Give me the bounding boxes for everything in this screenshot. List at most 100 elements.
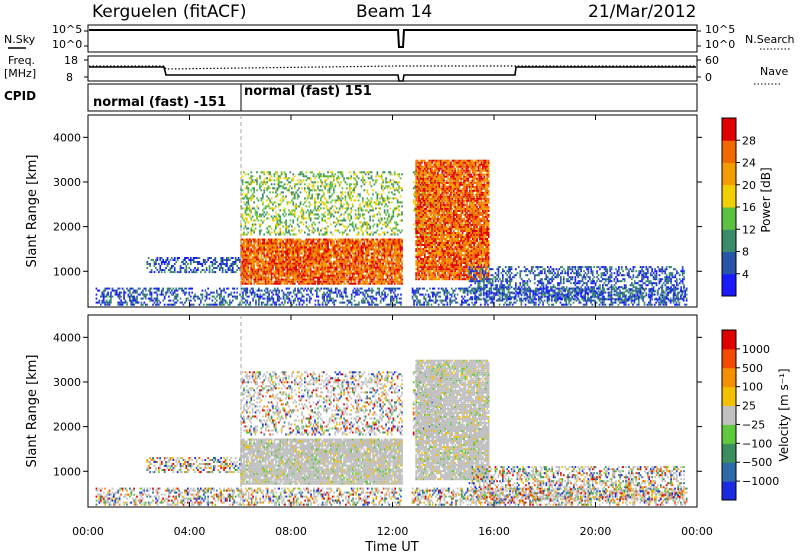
range-cell xyxy=(309,171,312,174)
range-cell xyxy=(321,268,324,271)
range-cell xyxy=(328,207,331,210)
range-cell xyxy=(254,219,257,222)
range-cell xyxy=(361,287,363,290)
range-cell xyxy=(353,274,355,277)
range-cell xyxy=(260,280,263,283)
range-cell xyxy=(280,238,283,241)
range-cell xyxy=(129,291,131,294)
range-cell xyxy=(273,207,276,210)
range-cell xyxy=(295,233,297,236)
range-cell xyxy=(302,250,305,253)
range-cell xyxy=(353,264,355,267)
range-cell xyxy=(341,197,344,200)
range-cell xyxy=(160,293,163,296)
range-cell xyxy=(571,297,573,300)
range-cell xyxy=(257,240,260,243)
range-cell xyxy=(314,262,316,265)
range-cell xyxy=(401,240,403,243)
range-cell xyxy=(289,219,292,222)
range-cell xyxy=(121,303,124,306)
range-cell xyxy=(246,219,248,222)
range-cell xyxy=(680,295,682,298)
range-cell xyxy=(292,229,295,232)
range-cell xyxy=(240,274,242,277)
range-cell xyxy=(340,270,342,273)
range-cell xyxy=(311,189,313,192)
range-cell xyxy=(269,280,271,283)
range-cell xyxy=(623,291,626,294)
range-cell xyxy=(292,219,295,222)
range-cell xyxy=(272,240,274,243)
range-cell xyxy=(253,187,255,190)
range-cell xyxy=(385,278,387,281)
range-cell xyxy=(341,193,344,196)
range-cell xyxy=(262,171,264,174)
range-cell xyxy=(305,225,308,228)
range-cell xyxy=(333,244,335,247)
range-cell xyxy=(158,271,160,274)
range-cell xyxy=(322,250,325,253)
range-cell xyxy=(279,250,282,253)
range-cell xyxy=(429,295,431,298)
range-cell xyxy=(308,248,311,251)
range-cell xyxy=(366,282,369,285)
range-cell xyxy=(205,293,208,296)
range-cell xyxy=(321,301,324,304)
range-cell xyxy=(102,293,105,296)
range-cell xyxy=(362,291,365,294)
range-cell xyxy=(347,242,350,245)
range-cell xyxy=(102,295,105,298)
range-cell xyxy=(338,270,341,273)
range-cell xyxy=(370,274,373,277)
range-cell xyxy=(682,299,685,302)
range-cell xyxy=(357,254,360,257)
range-cell xyxy=(398,254,400,257)
range-cell xyxy=(246,187,248,190)
range-cell xyxy=(564,303,566,306)
range-cell xyxy=(330,278,332,281)
range-cell xyxy=(495,287,498,290)
range-cell xyxy=(282,264,284,267)
range-cell xyxy=(244,225,247,228)
range-cell xyxy=(344,250,347,253)
range-cell xyxy=(272,248,274,251)
range-cell xyxy=(327,177,329,180)
range-cell xyxy=(296,217,299,220)
range-cell xyxy=(337,248,340,251)
range-cell xyxy=(205,291,208,294)
range-cell xyxy=(130,303,133,306)
range-cell xyxy=(296,205,299,208)
range-cell xyxy=(247,303,250,306)
range-cell xyxy=(396,272,399,275)
range-cell xyxy=(376,238,379,241)
range-cell xyxy=(280,185,283,188)
range-cell xyxy=(272,187,274,190)
range-cell xyxy=(276,217,279,220)
range-cell xyxy=(530,299,533,302)
range-cell xyxy=(185,257,188,259)
range-cell xyxy=(439,299,441,302)
range-cell xyxy=(569,297,572,300)
range-cell xyxy=(330,187,332,190)
range-cell xyxy=(257,252,260,255)
range-cell xyxy=(243,274,245,277)
range-cell xyxy=(241,197,244,200)
range-cell xyxy=(357,256,360,259)
range-cell xyxy=(677,291,679,294)
range-cell xyxy=(264,213,267,216)
range-cell xyxy=(328,274,331,277)
range-cell xyxy=(169,271,172,274)
range-cell xyxy=(416,303,418,306)
range-cell xyxy=(282,280,284,283)
range-cell xyxy=(241,274,244,277)
freq-unit: [MHz] xyxy=(4,67,36,80)
range-cell xyxy=(269,250,271,253)
range-cell xyxy=(295,264,297,267)
range-cell xyxy=(325,280,328,283)
range-cell xyxy=(436,291,439,294)
range-cell xyxy=(330,268,332,271)
range-cell xyxy=(367,264,370,267)
range-cell xyxy=(259,278,261,281)
range-cell xyxy=(343,252,345,255)
range-cell xyxy=(244,266,247,269)
